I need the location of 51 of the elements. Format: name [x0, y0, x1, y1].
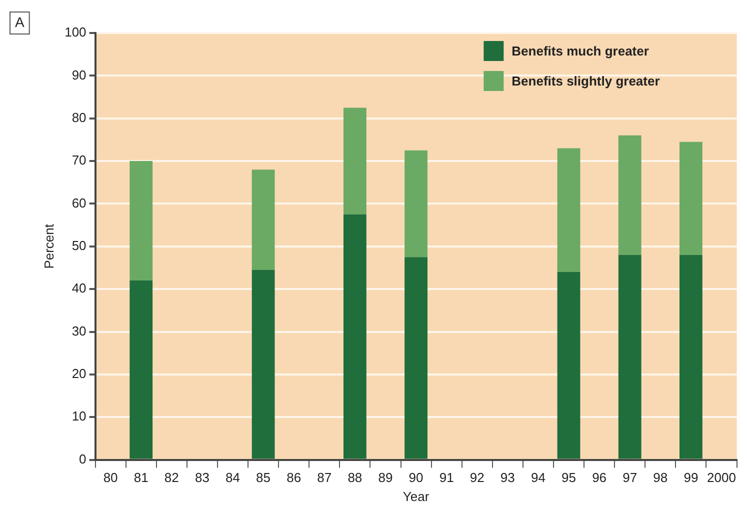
x-tick-label: 90: [408, 470, 424, 486]
x-tick-label: 2000: [707, 470, 736, 486]
y-tick-label: 0: [79, 451, 86, 466]
y-tick-label: 30: [72, 323, 86, 338]
x-tick-label: 83: [194, 470, 210, 486]
x-axis-title: Year: [402, 488, 430, 504]
bar: [618, 254, 642, 459]
x-tick-label: 95: [562, 470, 576, 486]
y-tick-label: 70: [72, 152, 86, 168]
bar: [343, 108, 366, 214]
bar: [404, 150, 428, 258]
x-tick-label: 94: [530, 470, 546, 486]
x-tick-label: 89: [378, 470, 393, 486]
y-axis-title: Percent: [41, 224, 56, 269]
x-tick-label: 92: [470, 470, 484, 486]
x-tick-label: 88: [348, 470, 362, 486]
x-tick-label: 96: [592, 470, 607, 486]
bar: [679, 254, 702, 459]
x-tick-label: 93: [500, 470, 515, 486]
y-tick-label: 10: [72, 408, 86, 424]
y-tick-label: 40: [72, 280, 86, 296]
x-tick-label: 91: [439, 470, 454, 486]
bar: [679, 142, 702, 255]
y-tick-label: 60: [72, 195, 86, 210]
y-tick-label: 20: [72, 366, 86, 382]
y-tick-label: 100: [64, 24, 86, 40]
y-tick-label: 50: [72, 238, 86, 253]
x-tick-label: 97: [622, 470, 638, 486]
x-tick-label: 82: [164, 470, 179, 486]
bar: [618, 135, 642, 255]
bar: [252, 170, 275, 270]
bar: [557, 148, 580, 272]
x-tick-label: 87: [317, 470, 332, 486]
x-tick-label: 85: [256, 470, 271, 486]
bar: [343, 214, 366, 459]
x-tick-label: 81: [134, 470, 148, 486]
bar: [404, 257, 428, 459]
x-tick-label: 84: [226, 470, 240, 486]
legend-label: Benefits much greater: [512, 44, 649, 59]
x-tick-label: 86: [286, 470, 302, 486]
x-tick-label: 80: [103, 470, 118, 486]
x-tick-label: 99: [684, 470, 698, 486]
x-tick-label: 98: [653, 470, 668, 486]
bar: [130, 161, 153, 281]
bar: [557, 272, 580, 459]
y-tick-label: 90: [72, 67, 86, 82]
y-tick-label: 80: [72, 110, 86, 125]
text: A: [15, 14, 25, 30]
legend-label: Benefits slightly greater: [512, 74, 660, 89]
bar: [130, 280, 153, 459]
bar: [252, 270, 275, 459]
